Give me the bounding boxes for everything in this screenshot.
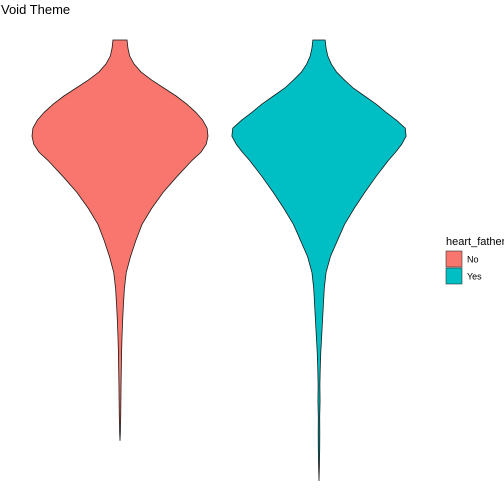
legend-label-yes: Yes: [467, 272, 482, 282]
legend-label-no: No: [467, 255, 479, 265]
legend: heart_father No Yes: [445, 236, 504, 285]
violin-yes: [231, 39, 407, 482]
violin-no: [31, 39, 209, 441]
legend-key-no: [445, 250, 463, 268]
legend-key-yes: [445, 267, 463, 285]
legend-title: heart_father: [446, 236, 504, 248]
violin-layer: [31, 39, 407, 482]
plot-title: Void Theme: [1, 2, 70, 17]
